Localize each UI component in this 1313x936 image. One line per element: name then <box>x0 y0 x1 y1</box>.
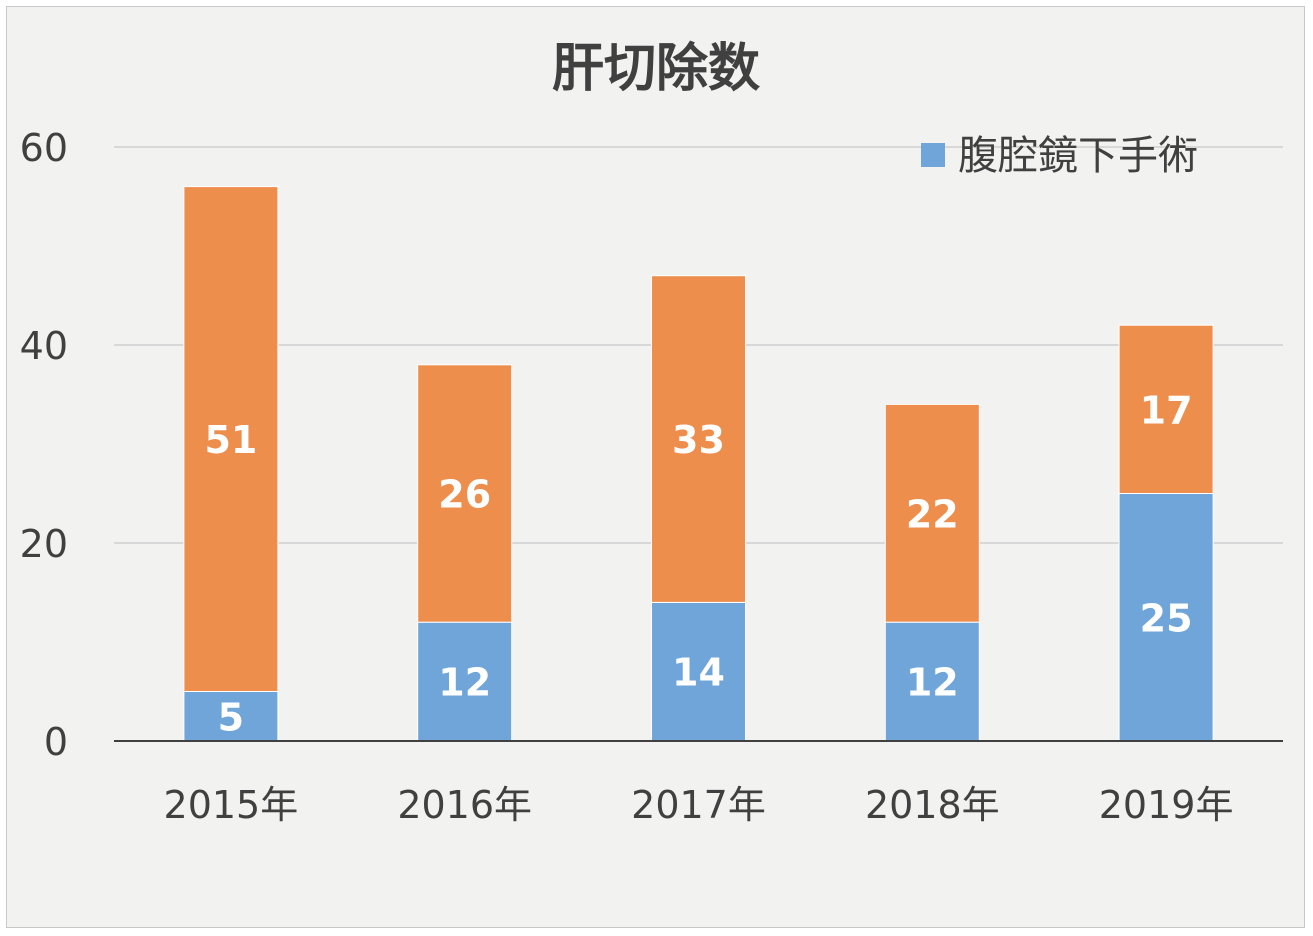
legend-swatch <box>921 143 945 167</box>
data-label: 17 <box>1140 388 1193 432</box>
bar-segment <box>884 403 980 623</box>
x-category-label: 2016年 <box>397 783 532 827</box>
data-label: 25 <box>1140 596 1193 640</box>
data-label: 22 <box>906 492 959 536</box>
bar-segment <box>1118 493 1214 742</box>
y-axis-ticks: 0 20 40 60 <box>20 126 68 764</box>
y-tick-label: 0 <box>44 720 68 764</box>
bar-segment <box>884 621 980 742</box>
data-labels: 5 51 12 26 14 33 12 22 25 17 <box>204 388 1192 739</box>
y-tick-label: 40 <box>20 324 68 368</box>
data-label: 12 <box>438 661 491 705</box>
y-tick-label: 20 <box>20 522 68 566</box>
bar-segment <box>417 364 513 623</box>
data-label: 14 <box>672 651 725 695</box>
x-category-label: 2018年 <box>865 783 1000 827</box>
x-category-label: 2017年 <box>631 783 766 827</box>
bar-segment <box>651 275 746 603</box>
data-label: 33 <box>672 418 725 462</box>
legend: 腹腔鏡下手術 <box>921 133 1198 179</box>
data-label: 51 <box>204 418 257 462</box>
bar-segment <box>183 186 279 692</box>
data-label: 12 <box>906 661 959 705</box>
data-label: 5 <box>218 695 244 739</box>
bars <box>183 186 1214 742</box>
x-axis-categories: 2015年 2016年 2017年 2018年 2019年 <box>164 783 1234 827</box>
y-tick-label: 60 <box>20 126 68 170</box>
x-category-label: 2019年 <box>1099 783 1234 827</box>
bar-segment <box>1118 324 1214 495</box>
data-label: 26 <box>438 473 491 517</box>
bar-segment <box>417 621 513 742</box>
x-category-label: 2015年 <box>164 783 299 827</box>
legend-label: 腹腔鏡下手術 <box>958 133 1198 179</box>
chart-title: 肝切除数 <box>552 39 760 99</box>
